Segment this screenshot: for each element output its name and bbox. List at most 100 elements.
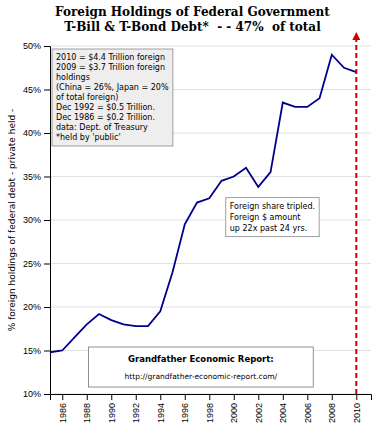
reference-line (352, 32, 360, 394)
x-axis-line (51, 395, 372, 401)
x-tick: 2000 (229, 394, 239, 423)
annotation-text: Foreign $ amount (230, 213, 301, 222)
x-tick-label: 1992 (131, 403, 141, 423)
y-axis: 10% 15% 20% 25% 30% 35% 40% 45% 50% (23, 41, 51, 399)
x-tick: 1998 (205, 394, 215, 423)
footer-box: Grandfather Economic Report: http://grand… (89, 347, 314, 387)
y-tick-label: 35% (23, 172, 41, 182)
y-tick-label: 15% (23, 346, 41, 356)
y-tick-label: 40% (23, 128, 41, 138)
plot-area: 1986 1988 1990 1992 1994 1996 1998 2000 2002 2004… (23, 32, 372, 423)
x-tick-mark (160, 394, 161, 400)
x-tick-label: 2008 (327, 403, 337, 423)
annotation-box: Foreign share tripled.Foreign $ amountup… (226, 198, 319, 237)
y-tick: 50% (23, 41, 50, 51)
y-tick: 30% (23, 215, 50, 225)
reference-line-dash (355, 40, 357, 394)
x-tick-mark (185, 394, 186, 400)
grid-line (50, 263, 371, 264)
x-tick: 1988 (82, 394, 92, 423)
grid-line (50, 307, 371, 308)
annotation-text: Foreign share tripled. (230, 202, 315, 211)
y-tick-mark (44, 133, 50, 134)
grid-line (50, 220, 371, 221)
annotation-text: holdings (56, 73, 90, 82)
x-tick: 1996 (180, 394, 190, 423)
y-tick: 15% (23, 346, 50, 356)
y-tick-mark (44, 177, 50, 178)
x-tick: 2004 (278, 394, 288, 423)
y-tick: 20% (23, 302, 50, 312)
y-tick-label: 25% (23, 259, 41, 269)
x-tick: 1986 (58, 394, 68, 423)
footer-text: Grandfather Economic Report: (128, 354, 274, 364)
x-tick-label: 2006 (303, 403, 313, 423)
y-tick-label: 10% (23, 389, 41, 399)
subtitle: T-Bill & T-Bond Debt* - - 47% of total (64, 20, 321, 34)
y-tick-mark (44, 264, 50, 265)
y-tick: 25% (23, 259, 50, 269)
x-tick-label: 1990 (107, 403, 117, 423)
annotation-background (226, 198, 319, 237)
y-tick: 35% (23, 172, 50, 182)
annotation-background (52, 49, 173, 146)
x-tick-label: 1988 (82, 403, 92, 423)
x-tick: 2006 (303, 394, 313, 423)
x-tick-label: 1998 (205, 403, 215, 423)
x-tick-label: 2004 (278, 403, 288, 423)
grid-line (50, 46, 371, 47)
marks (50, 55, 356, 353)
x-tick-mark (136, 394, 137, 400)
x-tick-mark (307, 394, 308, 400)
x-tick-mark (356, 394, 357, 400)
annotation-text: 2009 = $3.7 Trillion foreign (56, 63, 165, 72)
x-tick-label: 1994 (156, 403, 166, 423)
grid-line (50, 176, 371, 177)
annotation-text: *held by 'public' (56, 133, 121, 142)
y-tick-label: 20% (23, 302, 41, 312)
footer-background (89, 347, 314, 387)
annotation-text: data: Dept. of Treasury (56, 123, 148, 132)
x-tick-label: 2002 (254, 403, 264, 423)
y-axis-line (44, 47, 51, 395)
y-tick-label: 50% (23, 41, 41, 51)
annotation-box: 2010 = $4.4 Trillion foreign2009 = $3.7 … (52, 49, 173, 146)
y-tick-mark (44, 46, 50, 47)
x-tick-label: 2000 (229, 403, 239, 423)
footer-text: http://grandfather-economic-report.com/ (125, 372, 278, 381)
annotation-text: Dec 1986 = $0.2 Trillion. (56, 113, 155, 122)
x-tick-mark (209, 394, 210, 400)
x-tick-mark (234, 394, 235, 400)
x-tick: 1992 (131, 394, 141, 423)
x-axis: 1986 1988 1990 1992 1994 1996 1998 2000 2002 2004… (51, 394, 372, 423)
annotation-text: 2010 = $4.4 Trillion foreign (56, 53, 165, 62)
x-tick: 2002 (254, 394, 264, 423)
y-tick-label: 30% (23, 215, 41, 225)
x-tick-mark (283, 394, 284, 400)
y-tick-mark (44, 351, 50, 352)
data-line (50, 55, 356, 353)
x-tick-mark (332, 394, 333, 400)
reference-line-arrow (352, 32, 360, 40)
annotation-text: Dec 1992 = $0.5 Trillion. (56, 103, 155, 112)
annotation-text: of total foreign) (56, 93, 118, 102)
title: Foreign Holdings of Federal Government (55, 5, 330, 19)
chart-container: Foreign Holdings of Federal GovernmentT-… (0, 0, 385, 434)
y-tick-mark (44, 394, 50, 395)
y-tick: 45% (23, 85, 50, 95)
y-tick: 10% (23, 389, 50, 399)
x-tick-label: 1986 (58, 403, 68, 423)
chart-svg: Foreign Holdings of Federal GovernmentT-… (0, 0, 385, 434)
x-tick-mark (258, 394, 259, 400)
x-tick-mark (62, 394, 63, 400)
grid (50, 46, 371, 394)
x-tick-label: 2010 (352, 403, 362, 423)
y-axis-title: % foreign holdings of federal debt - pri… (7, 109, 17, 332)
x-tick-mark (111, 394, 112, 400)
annotation-text: (China = 26%, Japan = 20% (56, 83, 169, 92)
y-tick-mark (44, 220, 50, 221)
y-tick-mark (44, 307, 50, 308)
x-tick-label: 1996 (180, 403, 190, 423)
x-tick: 2010 (352, 394, 362, 423)
x-tick: 2008 (327, 394, 337, 423)
